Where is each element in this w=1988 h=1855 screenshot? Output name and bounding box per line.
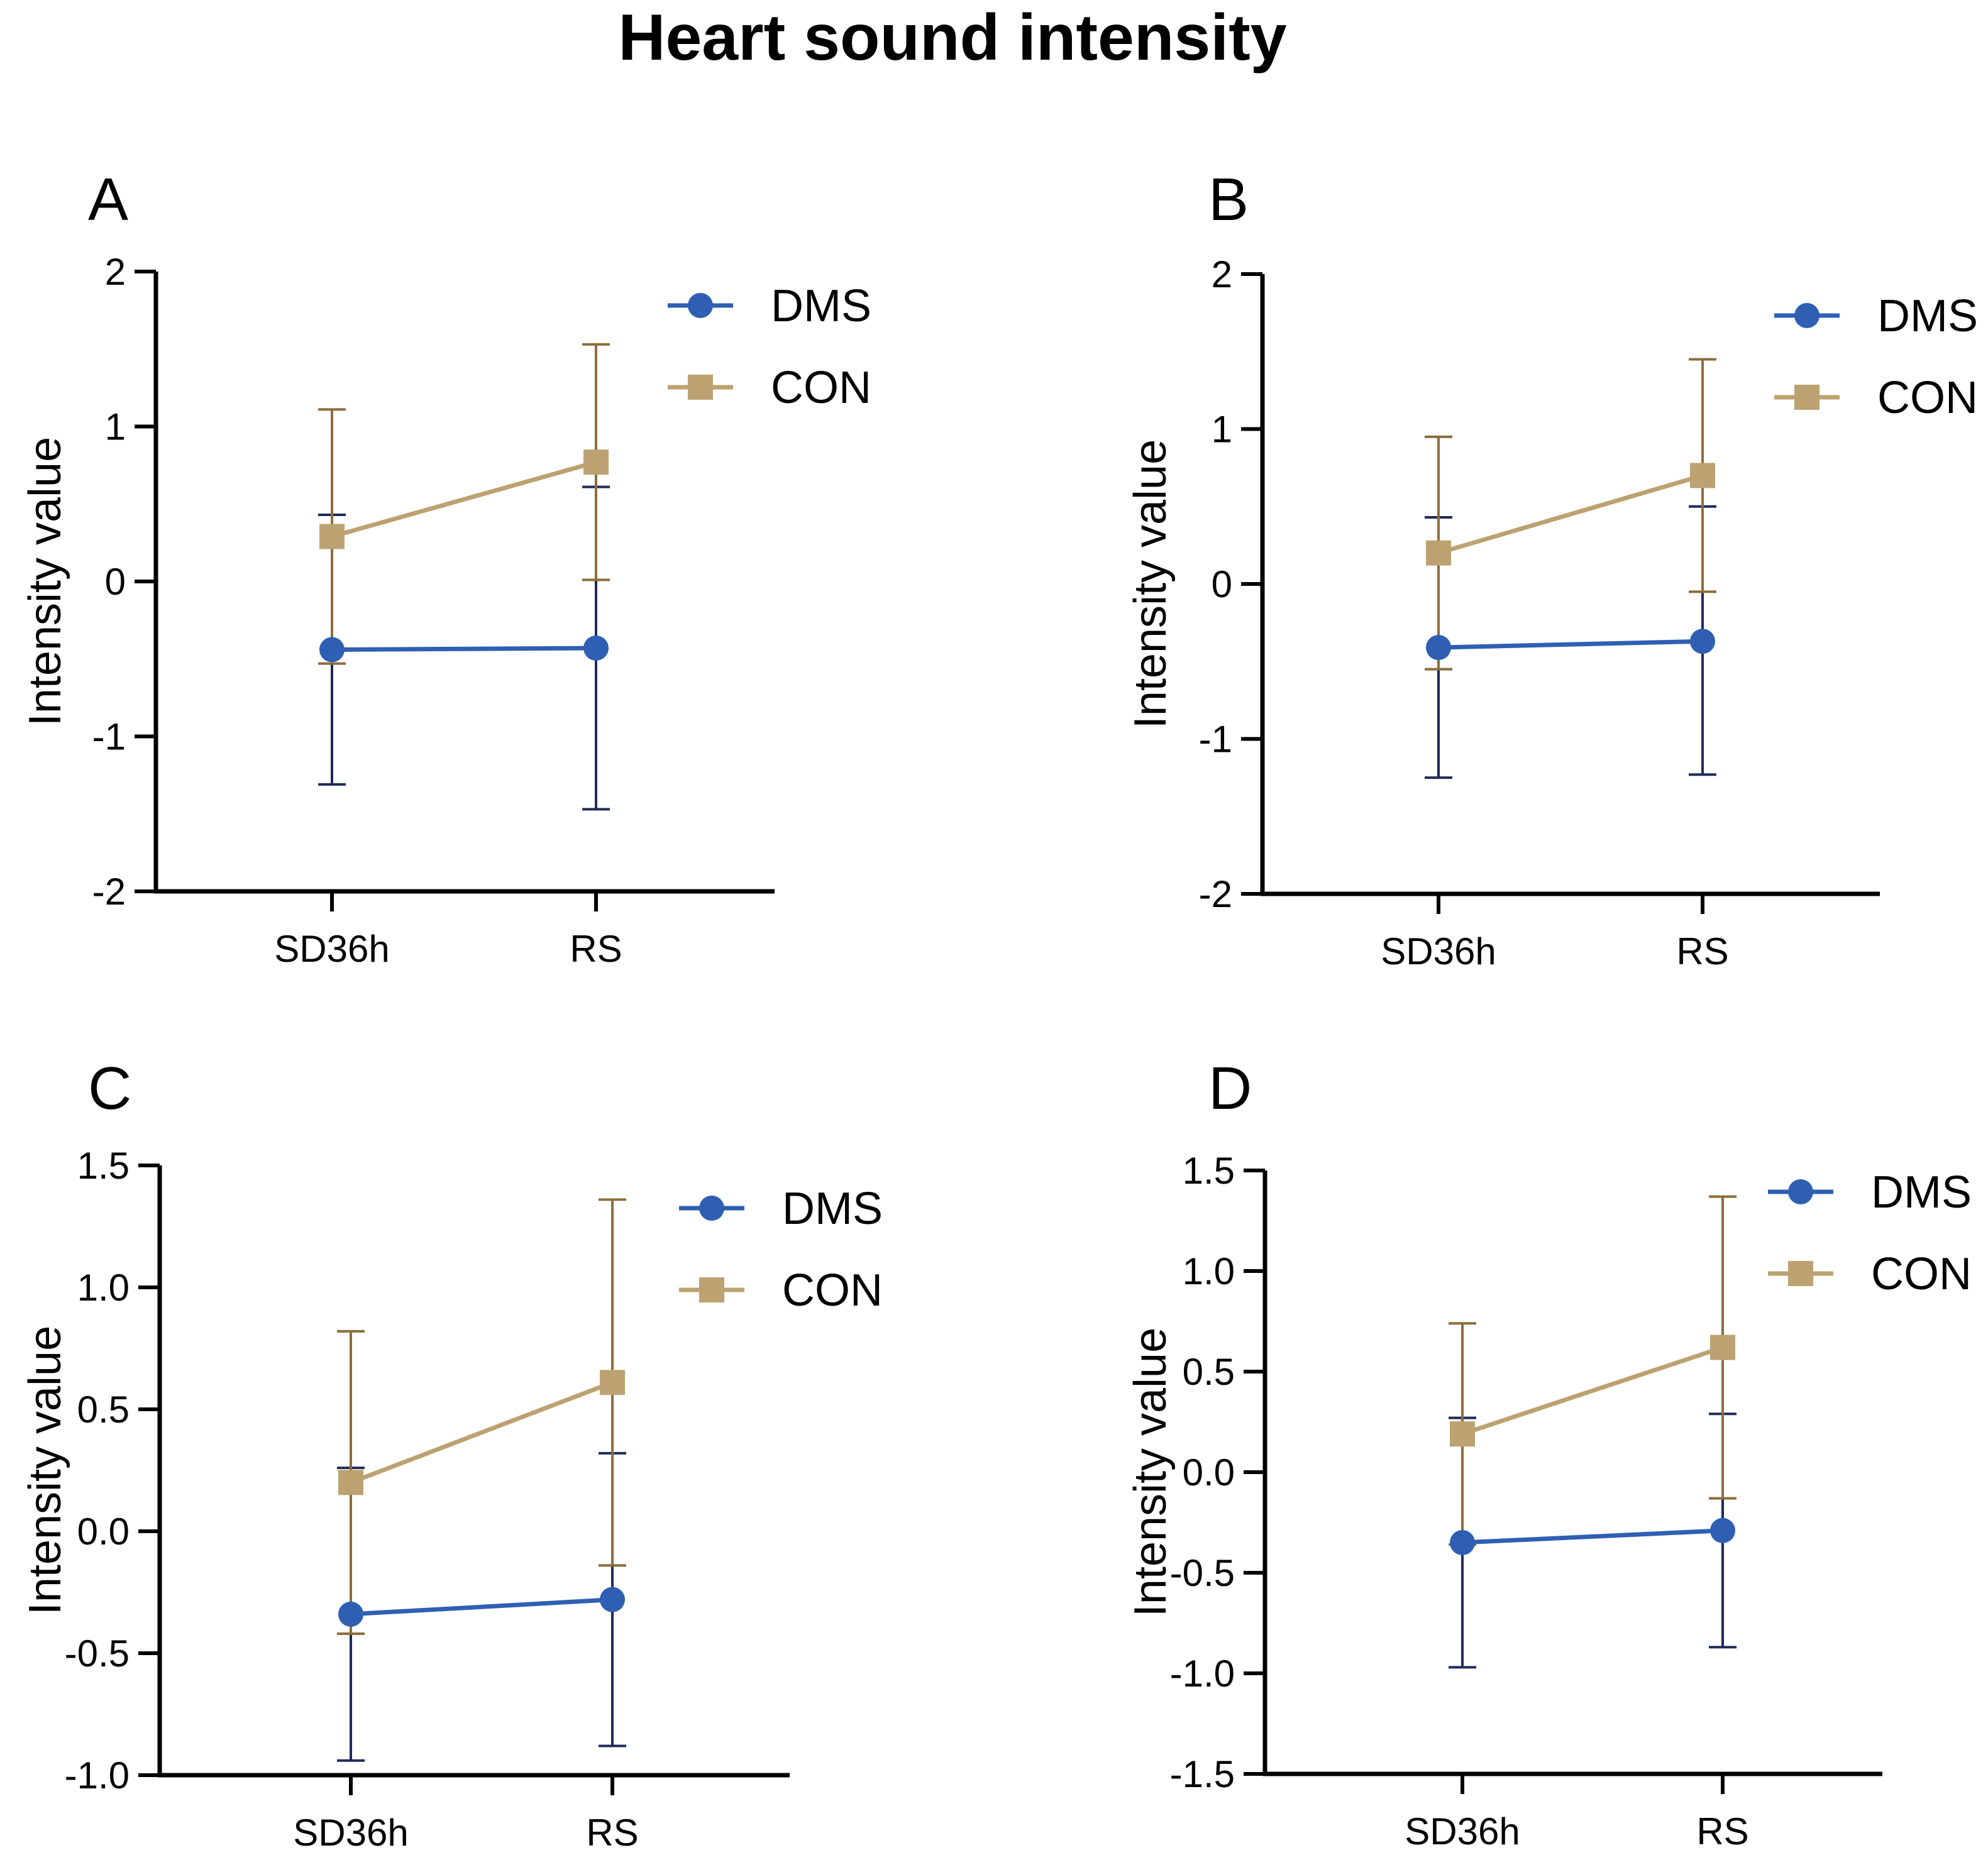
- series-line-con: [350, 1380, 614, 1485]
- y-tick-label: 1.5: [77, 1145, 130, 1187]
- y-tick-label: 0.0: [1183, 1451, 1235, 1494]
- y-tick-label: -2: [92, 871, 126, 913]
- legend-marker-dms: [1788, 1179, 1813, 1204]
- y-tick-label: 1: [105, 406, 126, 448]
- legend-label-dms: DMS: [782, 1184, 883, 1234]
- x-tick-label: RS: [570, 928, 622, 970]
- legend-label-dms: DMS: [771, 281, 871, 331]
- y-tick-label: 2: [105, 251, 126, 293]
- series-line-con: [1438, 473, 1703, 556]
- data-point-con: [1450, 1421, 1475, 1447]
- legend-marker-dms: [688, 293, 713, 318]
- y-tick-label: 0: [105, 561, 126, 603]
- y-tick-label: 1: [1212, 409, 1232, 451]
- data-point-dms: [1450, 1530, 1475, 1555]
- y-tick-label: -0.5: [1170, 1552, 1235, 1594]
- chart-panel-c: -1.0 -0.5 0.0 0.5 1.0 1.5 SD36h RS Intensity val…: [20, 1145, 883, 1854]
- y-tick-label: 0: [1212, 563, 1232, 605]
- data-point-dms: [319, 637, 345, 663]
- chart-panel-b: -2 -1 0 1 2 SD36h RS Intensity value DMS CON: [1125, 253, 1978, 972]
- x-tick-label: SD36h: [1405, 1810, 1520, 1852]
- panel-letter-b: B: [1208, 166, 1249, 233]
- data-point-con: [319, 524, 345, 549]
- data-point-dms: [1710, 1517, 1735, 1543]
- legend-marker-con: [688, 375, 713, 400]
- legend-label-con: CON: [1877, 373, 1978, 423]
- legend-marker-dms: [1794, 303, 1820, 328]
- y-tick-label: -0.5: [65, 1632, 130, 1675]
- y-tick-label: 0.5: [1183, 1351, 1235, 1393]
- data-point-con: [338, 1470, 363, 1495]
- series-line-dms: [1462, 1528, 1723, 1545]
- chart-panel-d: -1.5 -1.0 -0.5 0.0 0.5 1.0 1.5 SD36h RS Intensity…: [1125, 1150, 1972, 1852]
- legend-marker-con: [699, 1277, 724, 1302]
- legend-marker-dms: [699, 1196, 724, 1221]
- x-tick-label: RS: [1696, 1810, 1748, 1852]
- series-line-dms: [1438, 639, 1703, 650]
- x-tick-label: SD36h: [274, 928, 389, 970]
- data-point-con: [583, 449, 609, 475]
- y-tick-label: -1.5: [1170, 1753, 1235, 1795]
- legend: DMS CON: [679, 1184, 883, 1316]
- legend: DMS CON: [1768, 1167, 1972, 1299]
- series-line-con: [1461, 1345, 1724, 1436]
- y-tick-label: -1: [92, 716, 126, 758]
- x-tick-label: RS: [1676, 930, 1728, 972]
- data-point-con: [1426, 540, 1451, 566]
- data-point-dms: [600, 1587, 625, 1612]
- legend-marker-con: [1794, 385, 1820, 410]
- data-point-dms: [583, 635, 609, 661]
- y-tick-label: -1.0: [65, 1754, 130, 1797]
- y-tick-label: 1.5: [1183, 1150, 1235, 1192]
- x-tick-label: SD36h: [1381, 930, 1496, 972]
- chart-panel-a: -2 -1 0 1 2 SD36h RS Intensity value DMS CON: [20, 251, 871, 970]
- y-tick-label: 0.0: [77, 1511, 130, 1553]
- legend-label-dms: DMS: [1871, 1167, 1972, 1218]
- y-tick-label: 0.5: [77, 1389, 130, 1431]
- panel-letter-a: A: [88, 166, 129, 233]
- series-line-dms: [331, 646, 597, 652]
- y-tick-label: 2: [1212, 253, 1232, 295]
- x-tick-label: RS: [586, 1812, 638, 1854]
- legend-label-con: CON: [771, 363, 871, 413]
- panel-letter-c: C: [88, 1055, 132, 1122]
- x-tick-label: SD36h: [293, 1812, 408, 1854]
- legend-label-dms: DMS: [1877, 291, 1978, 341]
- series-line-con: [331, 460, 597, 539]
- legend: DMS CON: [1774, 291, 1978, 423]
- legend-marker-con: [1788, 1261, 1813, 1286]
- y-tick-label: 1.0: [77, 1267, 130, 1309]
- y-axis-title: Intensity value: [1125, 439, 1176, 729]
- y-axis-title: Intensity value: [20, 1326, 70, 1615]
- y-tick-label: 1.0: [1183, 1250, 1235, 1292]
- y-tick-label: -1.0: [1170, 1653, 1235, 1695]
- data-point-dms: [1426, 635, 1451, 661]
- legend-label-con: CON: [782, 1265, 883, 1316]
- legend-label-con: CON: [1871, 1249, 1972, 1299]
- panel-letter-d: D: [1208, 1055, 1252, 1122]
- data-point-con: [1710, 1335, 1735, 1360]
- y-axis-title: Intensity value: [20, 437, 70, 726]
- data-point-con: [600, 1370, 625, 1395]
- data-point-con: [1690, 463, 1715, 488]
- data-point-dms: [1690, 629, 1715, 654]
- figure-title: Heart sound intensity: [618, 1, 1287, 74]
- series-line-dms: [350, 1597, 613, 1617]
- data-point-dms: [338, 1601, 363, 1627]
- y-axis-title: Intensity value: [1125, 1328, 1176, 1617]
- y-tick-label: -2: [1199, 873, 1232, 915]
- legend: DMS CON: [668, 281, 871, 413]
- y-tick-label: -1: [1199, 718, 1232, 761]
